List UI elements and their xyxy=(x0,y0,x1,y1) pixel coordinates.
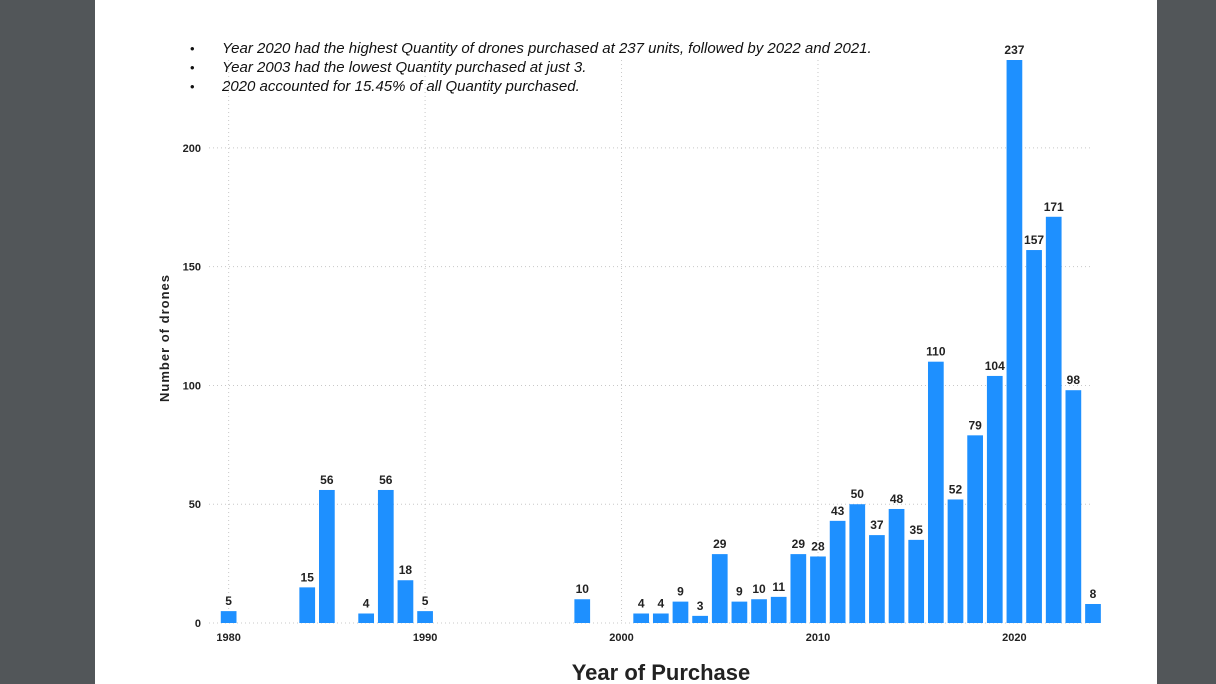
bar[interactable] xyxy=(711,554,728,623)
bar-value-label: 9 xyxy=(677,585,684,599)
bar[interactable] xyxy=(888,508,905,623)
bar[interactable] xyxy=(927,361,944,623)
bar[interactable] xyxy=(377,489,394,623)
x-tick-label: 1990 xyxy=(413,632,437,644)
insight-item: • 2020 accounted for 15.45% of all Quanti… xyxy=(190,77,872,96)
y-tick-label: 0 xyxy=(195,618,201,630)
bar-value-label: 5 xyxy=(225,594,232,608)
bar-value-label: 50 xyxy=(851,487,865,501)
bar-value-label: 28 xyxy=(811,539,825,553)
y-tick-label: 150 xyxy=(183,262,201,274)
bar[interactable] xyxy=(692,615,708,623)
bar[interactable] xyxy=(908,539,925,623)
bar-value-label: 37 xyxy=(870,518,884,532)
bar-value-label: 110 xyxy=(926,345,946,359)
bar-value-label: 9 xyxy=(736,585,743,599)
bar-value-label: 4 xyxy=(657,596,664,610)
bar-value-label: 35 xyxy=(910,523,924,537)
bar[interactable] xyxy=(1045,216,1062,624)
bar[interactable] xyxy=(397,580,414,623)
bar-value-label: 4 xyxy=(638,596,645,610)
document-page[interactable]: • Year 2020 had the highest Quantity of d… xyxy=(95,0,1157,684)
bullet-glyph: • xyxy=(190,60,195,75)
bar[interactable] xyxy=(574,599,591,623)
bar-value-label: 48 xyxy=(890,492,904,506)
bar[interactable] xyxy=(1085,603,1101,623)
bar-value-label: 8 xyxy=(1090,587,1097,601)
bar[interactable] xyxy=(810,556,826,623)
bar-value-label: 104 xyxy=(985,359,1005,373)
bar-value-label: 3 xyxy=(697,599,704,613)
bar[interactable] xyxy=(967,435,983,623)
insight-text: Year 2003 had the lowest Quantity purcha… xyxy=(222,59,587,76)
bar[interactable] xyxy=(1006,60,1023,623)
bar[interactable] xyxy=(1065,390,1082,623)
x-tick-label: 1980 xyxy=(216,632,240,644)
bar[interactable] xyxy=(672,601,689,623)
insight-item: • Year 2020 had the highest Quantity of d… xyxy=(190,39,872,58)
insights-list: • Year 2020 had the highest Quantity of d… xyxy=(190,39,872,96)
bar-value-label: 18 xyxy=(399,563,413,577)
axes: 0 50 100 150 200 1980 1990 2000 2010 2020 xyxy=(183,143,1027,644)
bar[interactable] xyxy=(947,499,964,623)
bullet-glyph: • xyxy=(190,41,195,56)
insight-text: Year 2020 had the highest Quantity of dr… xyxy=(222,40,872,57)
bar-value-label: 10 xyxy=(576,582,590,596)
bar[interactable] xyxy=(770,596,787,623)
y-axis-title: Number of drones xyxy=(157,274,172,402)
bar-value-label: 52 xyxy=(949,482,963,496)
bar[interactable] xyxy=(986,375,1003,623)
bar[interactable] xyxy=(790,554,807,623)
bar-value-label: 10 xyxy=(752,582,766,596)
bar[interactable] xyxy=(633,613,650,623)
bar-value-label: 171 xyxy=(1044,200,1064,214)
bar[interactable] xyxy=(652,613,669,623)
bar[interactable] xyxy=(751,599,767,623)
bar[interactable] xyxy=(829,520,846,623)
insight-item: • Year 2003 had the lowest Quantity purch… xyxy=(190,58,872,77)
x-tick-label: 2020 xyxy=(1002,632,1026,644)
bar[interactable] xyxy=(358,613,375,623)
bar[interactable] xyxy=(869,535,885,623)
bar-value-label: 5 xyxy=(422,594,429,608)
bar-value-label: 237 xyxy=(1004,43,1024,57)
insight-text: 2020 accounted for 15.45% of all Quantit… xyxy=(222,78,580,95)
bar[interactable] xyxy=(299,587,316,623)
x-tick-label: 2010 xyxy=(806,632,830,644)
bar[interactable] xyxy=(417,611,433,623)
bar-value-label: 29 xyxy=(792,537,806,551)
x-tick-label: 2000 xyxy=(609,632,633,644)
bar[interactable] xyxy=(220,611,237,623)
bar[interactable] xyxy=(1026,250,1042,624)
gridlines xyxy=(209,60,1093,624)
y-tick-label: 50 xyxy=(189,499,201,511)
bar-value-label: 98 xyxy=(1067,373,1081,387)
bar[interactable] xyxy=(319,489,335,623)
y-tick-label: 200 xyxy=(183,143,201,155)
bar-value-label: 29 xyxy=(713,537,727,551)
bar-value-label: 43 xyxy=(831,504,845,518)
y-tick-label: 100 xyxy=(183,380,201,392)
bar-value-label: 56 xyxy=(320,473,334,487)
bar-value-label: 79 xyxy=(968,418,982,432)
bar[interactable] xyxy=(731,601,748,623)
bars xyxy=(220,60,1101,624)
bar[interactable] xyxy=(849,504,866,623)
bar-value-label: 4 xyxy=(363,596,370,610)
bar-value-label: 157 xyxy=(1024,233,1044,247)
bar-value-label: 15 xyxy=(301,570,315,584)
bar-value-label: 11 xyxy=(772,580,785,594)
bar-value-label: 56 xyxy=(379,473,393,487)
x-axis-title: Year of Purchase xyxy=(572,660,751,684)
bullet-glyph: • xyxy=(190,79,195,94)
